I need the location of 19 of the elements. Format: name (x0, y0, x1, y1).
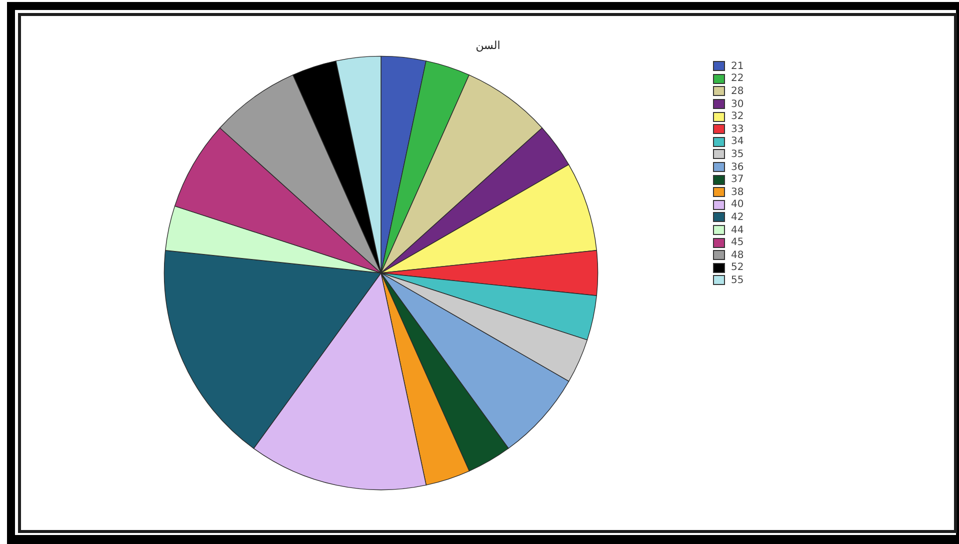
chart-title: السن (474, 39, 502, 52)
legend-label: 22 (731, 73, 744, 84)
legend-label: 30 (731, 98, 744, 110)
legend-label: 45 (731, 237, 744, 248)
legend-label: 40 (731, 199, 744, 210)
legend-label: 38 (731, 186, 744, 198)
legend-label: 55 (731, 274, 744, 286)
legend-label: 33 (731, 124, 744, 135)
legend-label: 48 (731, 250, 744, 261)
legend-label: 37 (731, 174, 744, 186)
legend-label: 44 (731, 224, 744, 236)
legend-label: 35 (731, 148, 744, 160)
legend-label: 36 (731, 162, 744, 173)
legend-label: 21 (731, 60, 744, 72)
legend-label: 28 (731, 86, 744, 97)
legend-label: 34 (731, 136, 744, 148)
legend-label: 42 (731, 212, 744, 223)
legend-label: 32 (731, 111, 744, 122)
legend-label: 52 (731, 262, 744, 274)
